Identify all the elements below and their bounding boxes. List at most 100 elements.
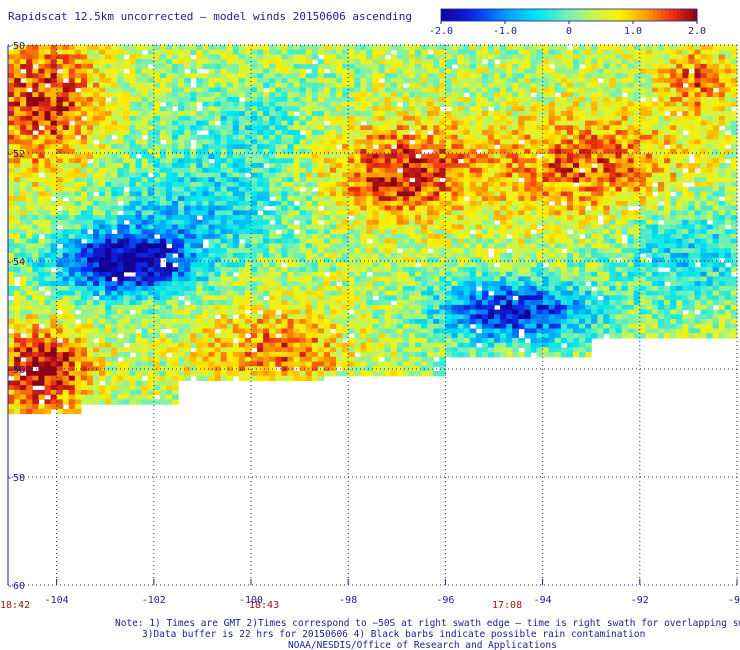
heatmap-cell	[226, 337, 234, 344]
heatmap-cell	[354, 120, 361, 126]
heatmap-cell	[202, 290, 210, 296]
heatmap-cell	[342, 328, 349, 334]
heatmap-cell	[354, 229, 361, 235]
heatmap-cell	[342, 148, 349, 155]
heatmap-cell	[305, 125, 313, 131]
heatmap-cell	[342, 115, 349, 122]
heatmap-cell	[159, 337, 167, 344]
heatmap-cell	[26, 200, 33, 207]
heatmap-cell	[26, 337, 33, 344]
heatmap-cell	[208, 219, 216, 226]
heatmap-cell	[135, 144, 143, 150]
heatmap-cell	[14, 389, 21, 396]
heatmap-cell	[8, 380, 15, 386]
heatmap-cell	[336, 97, 343, 103]
heatmap-cell	[178, 333, 185, 339]
heatmap-cell	[251, 177, 258, 183]
heatmap-cell	[178, 115, 185, 122]
heatmap-cell	[166, 314, 173, 320]
heatmap-cell	[178, 49, 185, 55]
heatmap-cell	[129, 106, 137, 112]
heatmap-cell	[311, 262, 319, 268]
heatmap-cell	[202, 252, 210, 259]
heatmap-cell	[74, 63, 82, 70]
heatmap-cell	[38, 238, 46, 244]
heatmap-cell	[202, 186, 210, 192]
heatmap-cell	[287, 210, 295, 216]
heatmap-cell	[178, 87, 185, 93]
heatmap-cell	[293, 271, 301, 278]
heatmap-cell	[220, 281, 228, 287]
heatmap-cell	[214, 243, 222, 249]
heatmap-cell	[117, 101, 124, 107]
heatmap-cell	[366, 49, 374, 55]
heatmap-cell	[135, 399, 143, 405]
heatmap-cell	[8, 290, 15, 296]
heatmap-cell	[281, 106, 289, 112]
heatmap-cell	[427, 300, 434, 306]
heatmap-cell	[147, 243, 155, 249]
heatmap-cell	[378, 371, 386, 377]
heatmap-cell	[87, 319, 94, 325]
heatmap-cell	[87, 234, 94, 240]
heatmap-cell	[147, 290, 155, 296]
heatmap-cell	[178, 371, 185, 377]
heatmap-cell	[305, 281, 313, 287]
heatmap-cell	[232, 73, 240, 79]
heatmap-cell	[105, 59, 112, 65]
heatmap-cell	[123, 290, 131, 296]
heatmap-cell	[238, 73, 246, 79]
heatmap-cell	[159, 158, 167, 164]
heatmap-cell	[178, 337, 185, 344]
heatmap-cell	[366, 352, 374, 358]
heatmap-cell	[238, 115, 246, 122]
heatmap-cell	[99, 252, 106, 259]
heatmap-cell	[330, 172, 337, 178]
heatmap-cell	[311, 267, 319, 273]
heatmap-cell	[62, 380, 70, 386]
heatmap-cell	[299, 300, 307, 306]
heatmap-cell	[251, 163, 258, 169]
heatmap-cell	[330, 125, 337, 131]
heatmap-cell	[129, 252, 137, 259]
heatmap-cell	[275, 200, 282, 207]
heatmap-cell	[372, 191, 380, 197]
heatmap-cell	[409, 78, 416, 84]
heatmap-cell	[220, 271, 228, 278]
heatmap-cell	[238, 356, 246, 363]
heatmap-cell	[330, 163, 337, 169]
heatmap-cell	[232, 148, 240, 155]
heatmap-cell	[317, 314, 325, 320]
heatmap-cell	[305, 295, 313, 301]
heatmap-cell	[208, 63, 216, 70]
heatmap-cell	[281, 281, 289, 287]
heatmap-cell	[214, 111, 222, 117]
heatmap-cell	[372, 248, 380, 254]
heatmap-cell	[32, 224, 39, 230]
heatmap-cell	[93, 45, 100, 51]
heatmap-cell	[87, 54, 94, 60]
heatmap-cell	[360, 337, 368, 344]
heatmap-cell	[427, 82, 434, 89]
heatmap-cell	[208, 125, 216, 131]
heatmap-cell	[244, 120, 252, 126]
heatmap-cell	[38, 158, 46, 164]
heatmap-cell	[178, 54, 185, 60]
heatmap-cell	[232, 323, 240, 330]
heatmap-cell	[366, 257, 374, 263]
heatmap-cell	[214, 257, 222, 263]
heatmap-cell	[14, 120, 21, 126]
heatmap-cell	[415, 130, 422, 136]
heatmap-cell	[251, 219, 258, 226]
heatmap-cell	[93, 323, 100, 330]
heatmap-cell	[147, 144, 155, 150]
heatmap-cell	[263, 215, 270, 221]
heatmap-cell	[62, 87, 70, 93]
heatmap-cell	[293, 120, 301, 126]
heatmap-cell	[354, 167, 361, 174]
heatmap-cell	[433, 200, 440, 207]
heatmap-cell	[281, 167, 289, 174]
heatmap-cell	[117, 177, 124, 183]
heatmap-cell	[372, 215, 380, 221]
heatmap-cell	[172, 191, 179, 197]
